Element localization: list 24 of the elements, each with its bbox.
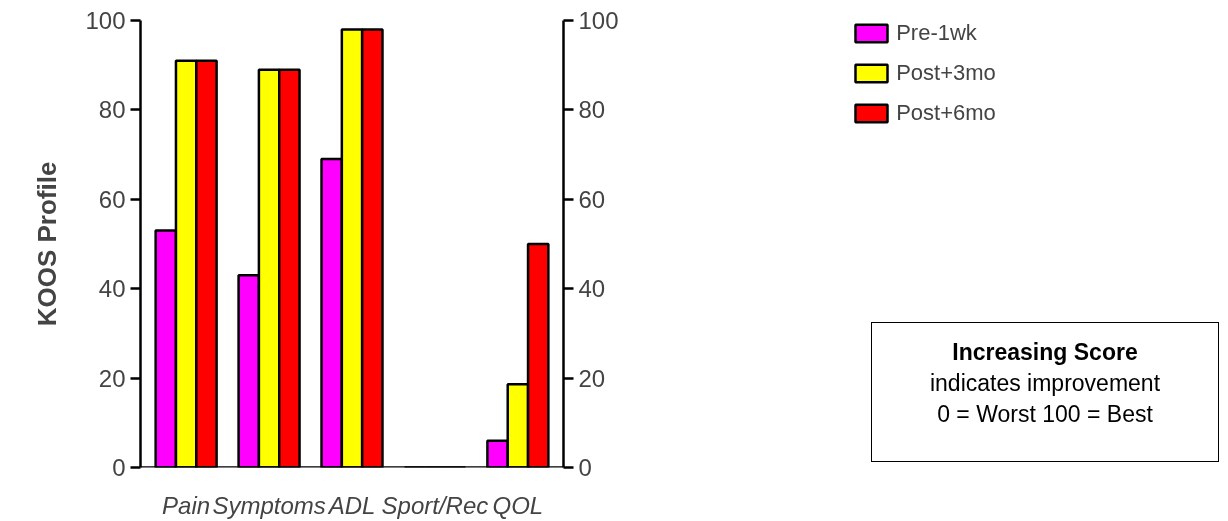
y2-tick-label: 100: [578, 7, 619, 34]
x-tick-label: ADL: [326, 491, 376, 519]
text: 0 = Worst 100 = Best: [937, 401, 1153, 428]
y2-tick-label: 60: [578, 185, 606, 213]
x-tick-label: Symptoms: [212, 491, 326, 519]
y-tick-label: 60: [98, 185, 126, 213]
x-tick-label: Sport/Rec: [381, 491, 489, 519]
legend-label: Post+3mo: [896, 60, 996, 86]
text: Increasing Score: [952, 339, 1138, 365]
x-tick-label: QOL: [492, 491, 544, 519]
y-tick-label: 0: [112, 454, 126, 481]
y2-tick-label: 80: [578, 96, 606, 124]
y2-tick-label: 0: [578, 454, 592, 481]
y2-tick-label: 40: [578, 275, 606, 303]
y-tick-label: 20: [98, 364, 126, 392]
legend-label: Pre-1wk: [896, 20, 977, 46]
y-axis-title: KOOS Profile: [32, 161, 63, 327]
y-tick-label: 40: [98, 275, 126, 303]
y2-tick-label: 20: [578, 364, 606, 392]
y-tick-label: 100: [85, 7, 126, 34]
x-tick-label: Pain: [162, 491, 211, 519]
text: indicates improvement: [929, 370, 1161, 397]
y-tick-label: 80: [98, 96, 126, 124]
legend-label: Post+6mo: [896, 100, 996, 126]
